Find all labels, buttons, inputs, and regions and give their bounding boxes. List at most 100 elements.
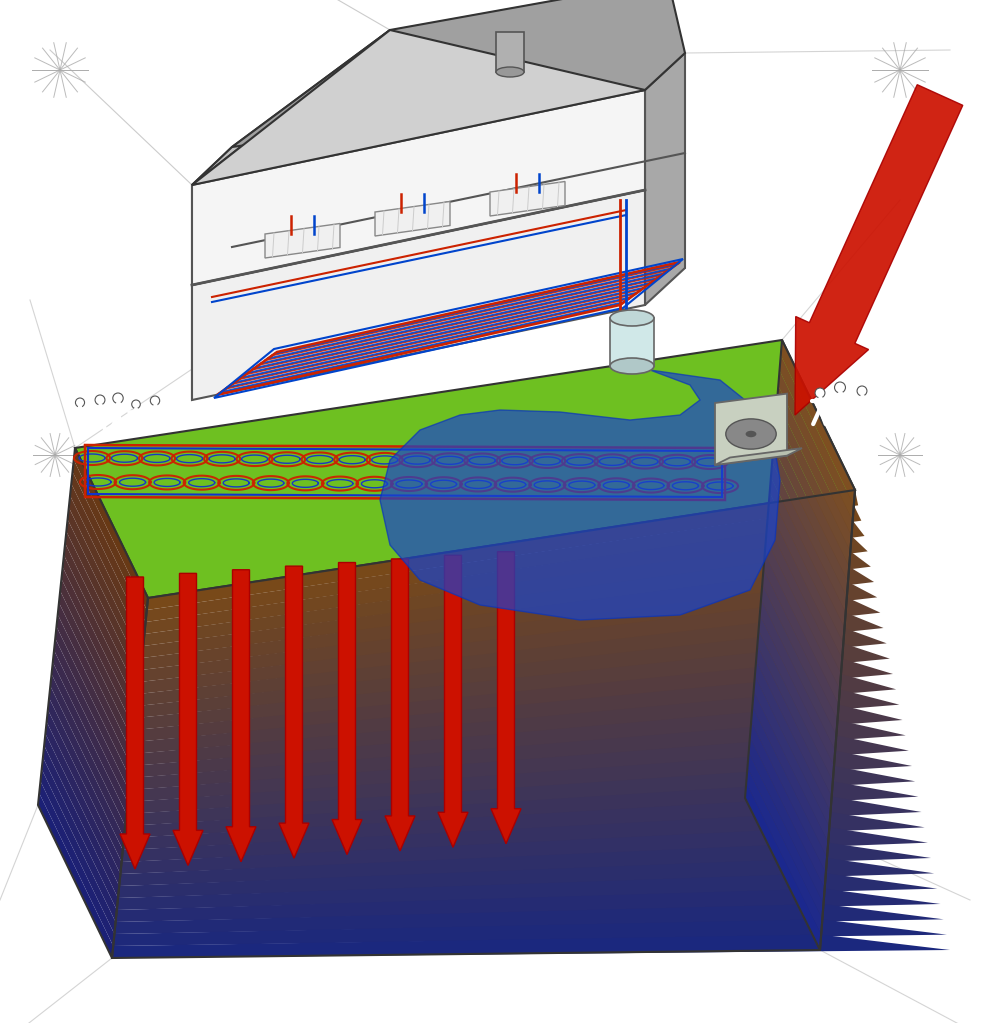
Polygon shape [758, 615, 834, 782]
Polygon shape [768, 493, 844, 659]
Bar [496, 32, 524, 72]
Polygon shape [117, 874, 937, 910]
Polygon shape [192, 90, 645, 285]
Polygon shape [72, 472, 145, 634]
Polygon shape [112, 935, 950, 958]
Ellipse shape [610, 310, 654, 326]
FancyArrow shape [120, 577, 150, 869]
Polygon shape [131, 690, 900, 766]
Polygon shape [144, 521, 864, 634]
Polygon shape [126, 766, 915, 826]
Polygon shape [751, 707, 827, 874]
Polygon shape [136, 628, 887, 718]
Polygon shape [757, 630, 833, 797]
Polygon shape [134, 643, 890, 730]
Polygon shape [52, 662, 127, 826]
Polygon shape [763, 553, 839, 720]
Polygon shape [375, 202, 450, 236]
Polygon shape [57, 615, 131, 779]
Polygon shape [192, 30, 645, 185]
Polygon shape [69, 495, 143, 658]
Polygon shape [123, 797, 921, 850]
Polygon shape [771, 462, 846, 628]
Polygon shape [59, 591, 133, 754]
Polygon shape [121, 828, 928, 874]
Circle shape [76, 398, 84, 407]
Polygon shape [63, 555, 137, 718]
Polygon shape [47, 710, 122, 874]
Polygon shape [767, 508, 842, 674]
Polygon shape [754, 661, 831, 828]
Polygon shape [192, 147, 232, 400]
Circle shape [835, 382, 846, 393]
Polygon shape [761, 584, 837, 751]
Polygon shape [73, 460, 147, 622]
Polygon shape [645, 53, 685, 305]
FancyArrow shape [332, 563, 362, 854]
Polygon shape [65, 531, 139, 694]
Polygon shape [747, 767, 822, 935]
Polygon shape [137, 613, 884, 706]
Polygon shape [133, 659, 893, 742]
Polygon shape [781, 340, 855, 505]
Ellipse shape [610, 358, 654, 374]
Polygon shape [760, 599, 835, 766]
Polygon shape [116, 889, 941, 922]
Circle shape [113, 393, 124, 403]
Polygon shape [45, 721, 121, 886]
Polygon shape [143, 536, 867, 646]
Ellipse shape [746, 431, 756, 437]
FancyArrow shape [226, 570, 256, 861]
FancyArrow shape [491, 551, 521, 844]
Polygon shape [777, 386, 852, 551]
Polygon shape [49, 686, 124, 850]
Polygon shape [68, 507, 142, 670]
Polygon shape [141, 567, 874, 670]
Polygon shape [60, 579, 134, 742]
Polygon shape [192, 190, 645, 400]
Polygon shape [770, 478, 845, 643]
Circle shape [815, 388, 825, 398]
Polygon shape [42, 757, 117, 922]
Polygon shape [780, 355, 853, 521]
Polygon shape [762, 569, 838, 736]
Polygon shape [380, 370, 780, 620]
Polygon shape [124, 782, 918, 838]
Polygon shape [132, 674, 897, 754]
Polygon shape [53, 651, 128, 814]
Polygon shape [490, 181, 565, 216]
Polygon shape [749, 737, 825, 904]
Ellipse shape [496, 66, 524, 77]
Polygon shape [142, 551, 871, 658]
Polygon shape [192, 30, 390, 185]
Polygon shape [748, 752, 823, 920]
Polygon shape [113, 920, 947, 946]
Polygon shape [129, 720, 905, 790]
Polygon shape [50, 674, 126, 838]
Polygon shape [120, 843, 931, 886]
Polygon shape [67, 520, 141, 682]
Polygon shape [39, 782, 115, 946]
Polygon shape [70, 484, 144, 646]
Polygon shape [232, 53, 685, 362]
Polygon shape [130, 705, 903, 779]
Ellipse shape [726, 418, 776, 449]
Polygon shape [776, 401, 851, 567]
Polygon shape [54, 638, 129, 802]
Polygon shape [772, 447, 847, 613]
Polygon shape [40, 769, 116, 934]
Polygon shape [118, 858, 934, 898]
FancyArrow shape [385, 559, 415, 851]
Polygon shape [128, 736, 908, 802]
Polygon shape [44, 733, 120, 898]
Polygon shape [753, 676, 829, 843]
Polygon shape [145, 505, 861, 622]
Polygon shape [55, 626, 130, 790]
Polygon shape [756, 646, 832, 812]
Polygon shape [778, 370, 852, 536]
Bar [610, 318, 654, 366]
Polygon shape [752, 692, 828, 858]
Polygon shape [139, 582, 877, 682]
FancyArrow shape [279, 566, 309, 858]
Polygon shape [74, 448, 148, 610]
